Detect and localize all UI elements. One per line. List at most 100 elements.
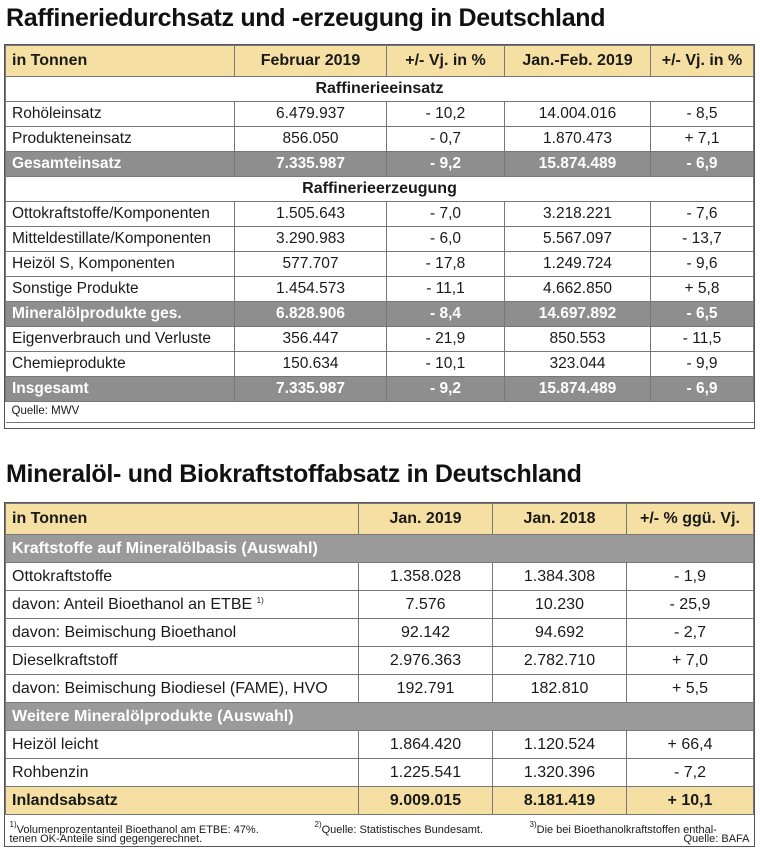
cell: 14.697.892 (505, 302, 651, 327)
cell: + 7,0 (627, 647, 754, 675)
cell: 94.692 (493, 619, 627, 647)
footnote-ref: 1) (257, 596, 264, 605)
cell: 6.479.937 (235, 102, 387, 127)
notes-cell: 1)Volumenprozentanteil Bioethanol am ETB… (6, 815, 754, 857)
cell: 1.225.541 (359, 759, 493, 787)
cell: 9.009.015 (359, 787, 493, 815)
cell: 856.050 (235, 127, 387, 152)
cell: 8.181.419 (493, 787, 627, 815)
cell: 1.384.308 (493, 563, 627, 591)
total-row: Mineralölprodukte ges. 6.828.906 - 8,4 1… (6, 302, 754, 327)
cell: 577.707 (235, 252, 387, 277)
cell: - 6,9 (651, 377, 754, 402)
cell: Heizöl leicht (6, 731, 359, 759)
table-row: Sonstige Produkte 1.454.573 - 11,1 4.662… (6, 277, 754, 302)
cell: Gesamteinsatz (6, 152, 235, 177)
source-text: Quelle: MWV (6, 402, 754, 423)
cell: 4.662.850 (505, 277, 651, 302)
cell: Mitteldestillate/Komponenten (6, 227, 235, 252)
cell: 3.218.221 (505, 202, 651, 227)
cell: Eigenverbrauch und Verluste (6, 327, 235, 352)
cell: - 7,2 (627, 759, 754, 787)
section-row: Kraftstoffe auf Mineralölbasis (Auswahl) (6, 535, 754, 563)
table-row: Rohöleinsatz 6.479.937 - 10,2 14.004.016… (6, 102, 754, 127)
cell: Sonstige Produkte (6, 277, 235, 302)
cell: - 9,6 (651, 252, 754, 277)
cell: 356.447 (235, 327, 387, 352)
table-row: Heizöl S, Komponenten 577.707 - 17,8 1.2… (6, 252, 754, 277)
footnotes: 1)Volumenprozentanteil Bioethanol am ETB… (10, 817, 750, 855)
table-row: davon: Anteil Bioethanol an ETBE 1) 7.57… (6, 591, 754, 619)
table-row: Eigenverbrauch und Verluste 356.447 - 21… (6, 327, 754, 352)
cell: 10.230 (493, 591, 627, 619)
footnote-2: 2)Quelle: Statistisches Bundesamt. (315, 818, 484, 837)
cell: 7.335.987 (235, 152, 387, 177)
section-label: Raffinerieerzeugung (6, 177, 754, 202)
cell: 1.864.420 (359, 731, 493, 759)
cell: - 2,7 (627, 619, 754, 647)
row-label: davon: Anteil Bioethanol an ETBE (12, 596, 252, 613)
cell: davon: Beimischung Biodiesel (FAME), HVO (6, 675, 359, 703)
section-row: Weitere Mineralölprodukte (Auswahl) (6, 703, 754, 731)
header-cell: +/- Vj. in % (651, 46, 754, 77)
cell: - 9,2 (387, 152, 505, 177)
footnote-text: Quelle: Statistisches Bundesamt. (322, 824, 483, 836)
cell: 1.120.524 (493, 731, 627, 759)
cell: Insgesamt (6, 377, 235, 402)
cell: - 8,4 (387, 302, 505, 327)
sales-table: in Tonnen Jan. 2019 Jan. 2018 +/- % ggü.… (4, 502, 755, 847)
total-row: Gesamteinsatz 7.335.987 - 9,2 15.874.489… (6, 152, 754, 177)
cell: 6.828.906 (235, 302, 387, 327)
cell: - 13,7 (651, 227, 754, 252)
cell: 850.553 (505, 327, 651, 352)
footnote-mark: 1) (10, 820, 17, 829)
cell: 15.874.489 (505, 377, 651, 402)
cell: - 1,9 (627, 563, 754, 591)
table-row: Ottokraftstoffe 1.358.028 1.384.308 - 1,… (6, 563, 754, 591)
cell: - 6,5 (651, 302, 754, 327)
cell: Chemieprodukte (6, 352, 235, 377)
table-row: Ottokraftstoffe/Komponenten 1.505.643 - … (6, 202, 754, 227)
cell: - 6,9 (651, 152, 754, 177)
total-row: Insgesamt 7.335.987 - 9,2 15.874.489 - 6… (6, 377, 754, 402)
cell: - 7,6 (651, 202, 754, 227)
cell: 182.810 (493, 675, 627, 703)
cell: - 10,2 (387, 102, 505, 127)
table-header: in Tonnen Februar 2019 +/- Vj. in % Jan.… (6, 46, 754, 77)
cell: + 10,1 (627, 787, 754, 815)
header-cell: in Tonnen (6, 46, 235, 77)
title-refinery: Raffineriedurchsatz und -erzeugung in De… (6, 4, 605, 33)
cell: 7.335.987 (235, 377, 387, 402)
cell: - 8,5 (651, 102, 754, 127)
cell: 92.142 (359, 619, 493, 647)
table-row: davon: Beimischung Bioethanol 92.142 94.… (6, 619, 754, 647)
cell: 7.576 (359, 591, 493, 619)
refinery-table: in Tonnen Februar 2019 +/- Vj. in % Jan.… (4, 44, 755, 429)
cell: 1.505.643 (235, 202, 387, 227)
header-cell: +/- % ggü. Vj. (627, 504, 754, 535)
cell: Ottokraftstoffe (6, 563, 359, 591)
total-row: Inlandsabsatz 9.009.015 8.181.419 + 10,1 (6, 787, 754, 815)
cell: - 0,7 (387, 127, 505, 152)
source-row: Quelle: MWV (6, 402, 754, 423)
cell: - 7,0 (387, 202, 505, 227)
title-sales: Mineralöl- und Biokraftstoffabsatz in De… (6, 460, 582, 489)
cell: + 5,5 (627, 675, 754, 703)
cell: - 25,9 (627, 591, 754, 619)
cell: 15.874.489 (505, 152, 651, 177)
cell: 2.782.710 (493, 647, 627, 675)
cell: - 17,8 (387, 252, 505, 277)
notes-row: 1)Volumenprozentanteil Bioethanol am ETB… (6, 815, 754, 857)
section-label: Weitere Mineralölprodukte (Auswahl) (6, 703, 754, 731)
cell: 1.870.473 (505, 127, 651, 152)
cell: - 10,1 (387, 352, 505, 377)
header-cell: in Tonnen (6, 504, 359, 535)
cell: davon: Anteil Bioethanol an ETBE 1) (6, 591, 359, 619)
cell: + 5,8 (651, 277, 754, 302)
cell: Heizöl S, Komponenten (6, 252, 235, 277)
cell: - 11,5 (651, 327, 754, 352)
cell: Mineralölprodukte ges. (6, 302, 235, 327)
cell: 3.290.983 (235, 227, 387, 252)
header-cell: +/- Vj. in % (387, 46, 505, 77)
cell: 192.791 (359, 675, 493, 703)
